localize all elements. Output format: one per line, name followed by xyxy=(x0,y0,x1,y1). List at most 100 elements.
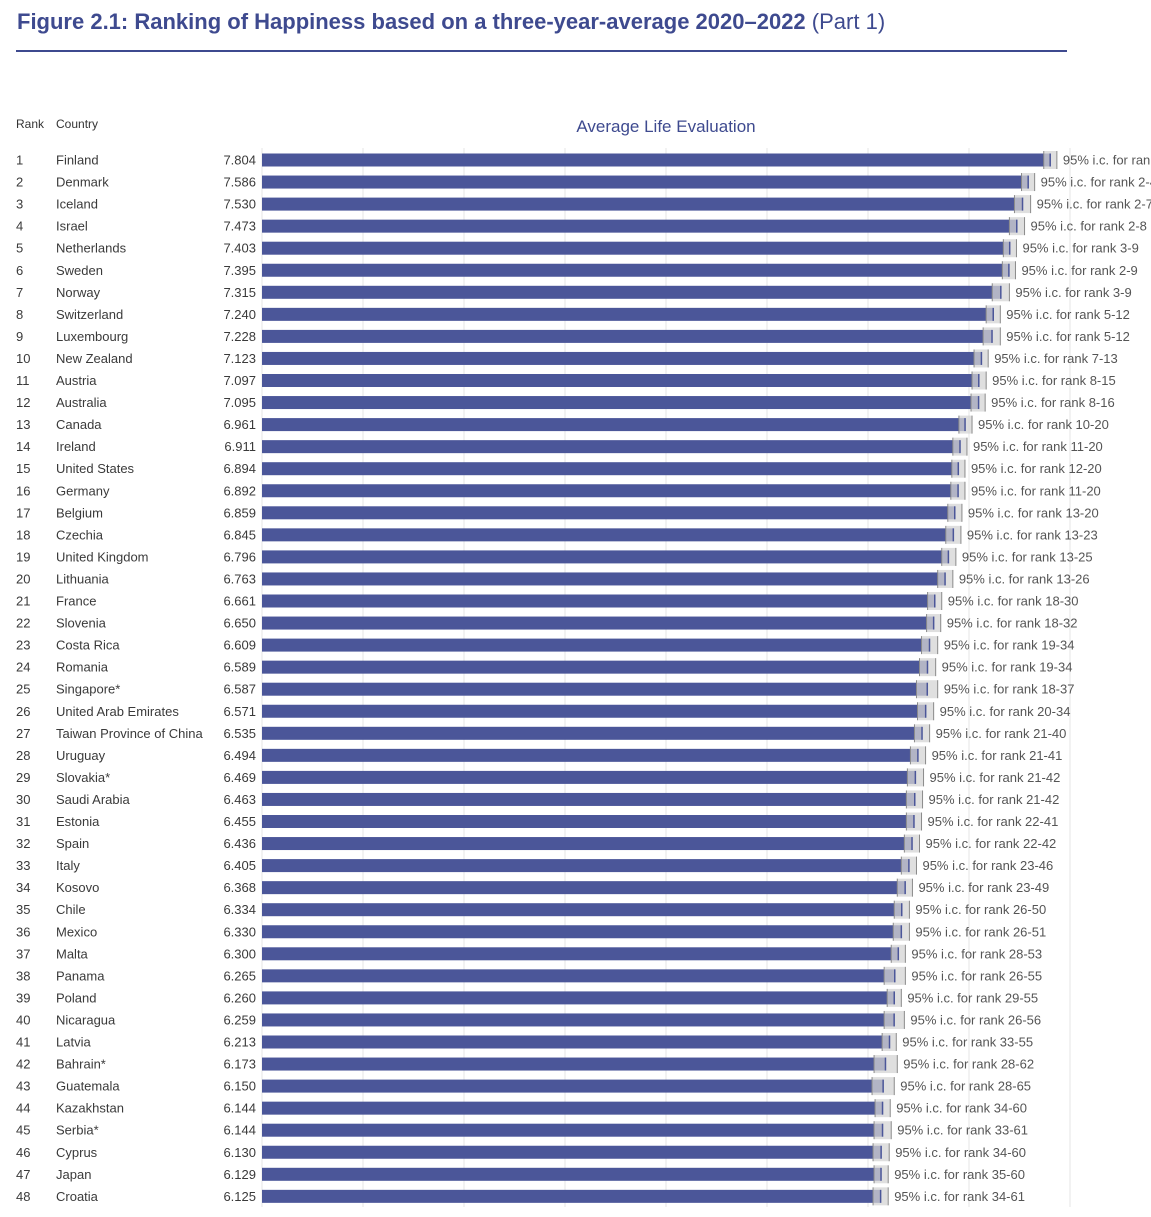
rank-label: 10 xyxy=(16,351,30,366)
value-label: 6.213 xyxy=(223,1035,256,1050)
ci-rank-label: 95% i.c. for rank 18-32 xyxy=(947,616,1078,631)
value-label: 6.144 xyxy=(223,1123,256,1138)
value-label: 6.609 xyxy=(223,638,256,653)
rank-label: 35 xyxy=(16,902,30,917)
bar xyxy=(262,925,902,939)
rank-label: 33 xyxy=(16,858,30,873)
figure-title-main: Figure 2.1: Ranking of Happiness based o… xyxy=(17,9,806,34)
country-label: Poland xyxy=(56,990,96,1005)
country-label: Uruguay xyxy=(56,748,106,763)
bar xyxy=(262,616,934,630)
bar xyxy=(262,1167,882,1181)
country-label: Serbia* xyxy=(56,1123,99,1138)
rank-label: 30 xyxy=(16,792,30,807)
value-label: 6.125 xyxy=(223,1189,256,1204)
country-label: Finland xyxy=(56,153,99,168)
ci-rank-label: 95% i.c. for rank 22-41 xyxy=(928,814,1059,829)
bar xyxy=(262,1123,883,1137)
ci-rank-label: 95% i.c. for rank 11-20 xyxy=(973,439,1103,454)
rank-label: 46 xyxy=(16,1145,30,1160)
country-label: New Zealand xyxy=(56,351,133,366)
value-label: 7.228 xyxy=(223,329,256,344)
rank-label: 4 xyxy=(16,219,23,234)
country-label: Australia xyxy=(56,395,107,410)
bar xyxy=(262,197,1023,211)
bar xyxy=(262,638,930,652)
bar xyxy=(262,528,954,542)
country-label: Sweden xyxy=(56,263,103,278)
country-label: Kosovo xyxy=(56,880,99,895)
country-label: France xyxy=(56,594,96,609)
rank-label: 32 xyxy=(16,836,30,851)
ci-rank-label: 95% i.c. for rank 13-23 xyxy=(967,527,1098,542)
bar xyxy=(262,462,959,476)
ci-rank-label: 95% i.c. for rank 7-13 xyxy=(994,351,1118,366)
rank-label: 15 xyxy=(16,461,30,476)
bar xyxy=(262,792,915,806)
value-label: 7.530 xyxy=(223,197,256,212)
country-label: Mexico xyxy=(56,924,97,939)
rank-column-header: Rank xyxy=(16,117,45,131)
ci-rank-label: 95% i.c. for rank 21-41 xyxy=(932,748,1063,763)
rank-label: 16 xyxy=(16,483,30,498)
rank-label: 44 xyxy=(16,1101,30,1116)
bar xyxy=(262,969,895,983)
value-label: 6.405 xyxy=(223,858,256,873)
bar xyxy=(262,748,918,762)
rank-label: 38 xyxy=(16,968,30,983)
rank-label: 23 xyxy=(16,638,30,653)
bar xyxy=(262,440,961,454)
rank-label: 2 xyxy=(16,175,23,190)
value-label: 7.403 xyxy=(223,241,256,256)
value-label: 6.463 xyxy=(223,792,256,807)
ci-rank-label: 95% i.c. for rank 2-4 xyxy=(1041,175,1151,190)
ci-rank-label: 95% i.c. for rank 21-40 xyxy=(936,726,1067,741)
value-label: 7.473 xyxy=(223,219,256,234)
ci-rank-label: 95% i.c. for rank 28-53 xyxy=(911,946,1042,961)
country-label: Netherlands xyxy=(56,241,127,256)
country-label: Slovenia xyxy=(56,616,107,631)
country-label: Estonia xyxy=(56,814,100,829)
bar xyxy=(262,506,955,520)
rank-label: 34 xyxy=(16,880,30,895)
country-label: Lithuania xyxy=(56,571,110,586)
rank-label: 22 xyxy=(16,616,30,631)
bar xyxy=(262,660,928,674)
bar xyxy=(262,903,902,917)
rank-label: 13 xyxy=(16,417,30,432)
country-label: Malta xyxy=(56,946,89,961)
country-label: Panama xyxy=(56,968,105,983)
country-label: Norway xyxy=(56,285,101,300)
bar xyxy=(262,859,909,873)
ci-rank-label: 95% i.c. for rank 5-12 xyxy=(1006,329,1130,344)
value-label: 7.095 xyxy=(223,395,256,410)
ci-rank-label: 95% i.c. for rank 26-51 xyxy=(915,924,1046,939)
rank-label: 9 xyxy=(16,329,23,344)
country-label: Germany xyxy=(56,483,110,498)
rank-label: 27 xyxy=(16,726,30,741)
value-label: 7.240 xyxy=(223,307,256,322)
ci-rank-label: 95% i.c. for rank 10-20 xyxy=(978,417,1109,432)
value-label: 6.894 xyxy=(223,461,256,476)
country-label: Guatemala xyxy=(56,1079,120,1094)
country-label: Costa Rica xyxy=(56,638,120,653)
rank-label: 18 xyxy=(16,527,30,542)
country-label: Kazakhstan xyxy=(56,1101,124,1116)
bar xyxy=(262,1013,895,1027)
chart-title: Average Life Evaluation xyxy=(576,117,756,136)
ci-rank-label: 95% i.c. for rank 29-55 xyxy=(907,990,1038,1005)
value-label: 6.300 xyxy=(223,946,256,961)
bar xyxy=(262,219,1017,233)
rank-label: 39 xyxy=(16,990,30,1005)
bar xyxy=(262,1145,882,1159)
ci-rank-label: 95% i.c. for rank 8-15 xyxy=(992,373,1116,388)
bar xyxy=(262,175,1029,189)
country-label: Latvia xyxy=(56,1035,91,1050)
rank-label: 26 xyxy=(16,704,30,719)
bar xyxy=(262,484,959,498)
ci-rank-label: 95% i.c. for rank 18-30 xyxy=(948,594,1079,609)
ci-rank-label: 95% i.c. for rank 2-8 xyxy=(1031,219,1147,234)
ci-rank-label: 95% i.c. for rank 34-60 xyxy=(895,1145,1026,1160)
value-label: 6.859 xyxy=(223,505,256,520)
